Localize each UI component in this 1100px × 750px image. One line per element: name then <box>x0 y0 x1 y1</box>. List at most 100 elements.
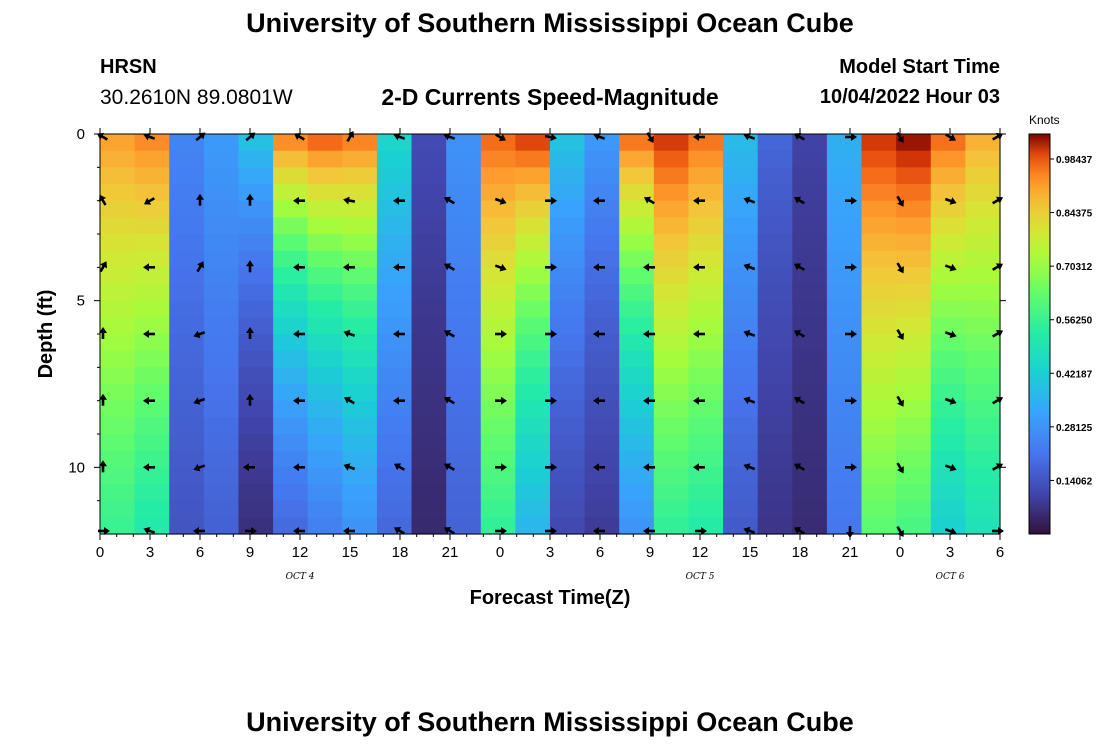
x-tick-label: 15 <box>342 544 359 561</box>
heatmap-cell <box>757 267 793 285</box>
heatmap-cell <box>100 134 136 152</box>
current-arrow <box>545 330 557 338</box>
heatmap-cell <box>411 467 447 485</box>
current-arrow <box>593 132 606 141</box>
heatmap-cell <box>584 334 620 352</box>
heatmap-cell <box>653 234 690 252</box>
current-arrow <box>896 262 904 274</box>
heatmap-cell <box>826 200 863 218</box>
current-arrow <box>293 196 305 205</box>
current-arrow <box>992 330 1004 338</box>
heatmap-cell <box>688 350 724 368</box>
heatmap-cell <box>550 284 586 302</box>
current-arrow <box>743 396 756 405</box>
heatmap-cell <box>688 317 724 335</box>
heatmap-cell <box>688 167 724 185</box>
axes: 0 3 6 9 12 15 18 21 0 3 6 9 12 15 18 21 0 3 6 0 5 10 OCT 4 OCT … <box>68 126 1006 582</box>
heatmap-cell <box>688 250 724 268</box>
heatmap-cell <box>896 484 932 502</box>
current-arrow <box>593 527 605 535</box>
station-coordinates: 30.2610N 89.0801W <box>100 86 293 109</box>
heatmap-cell <box>411 134 447 152</box>
heatmap-cell <box>619 250 655 268</box>
heatmap-cell <box>307 334 343 352</box>
heatmap-cell <box>376 234 413 252</box>
heatmap-cell <box>688 300 724 318</box>
current-arrow <box>495 133 507 141</box>
heatmap-cell <box>307 400 343 418</box>
heatmap-cell <box>584 317 620 335</box>
colorbar-tick-label: 0.14062 <box>1056 476 1093 487</box>
current-arrow <box>845 196 857 205</box>
current-arrow <box>443 263 455 271</box>
heatmap-cell <box>411 200 447 218</box>
station-name: HRSN <box>100 56 157 78</box>
current-arrow <box>246 193 254 206</box>
heatmap-cell <box>342 150 378 168</box>
heatmap-cell <box>100 267 136 285</box>
current-arrow <box>443 396 455 405</box>
heatmap-cell <box>861 234 897 252</box>
heatmap-cell <box>376 517 413 535</box>
heatmap-cell <box>965 384 1001 402</box>
heatmap-cell <box>238 434 274 452</box>
heatmap-cell <box>653 384 690 402</box>
heatmap-cell <box>688 234 724 252</box>
current-arrow <box>845 463 857 472</box>
heatmap-cell <box>930 250 966 268</box>
heatmap-cell <box>446 450 482 468</box>
heatmap-cell <box>273 400 309 418</box>
heatmap-cell <box>896 267 932 285</box>
heatmap-cell <box>619 284 655 302</box>
current-arrow <box>643 330 655 338</box>
heatmap-cell <box>930 350 966 368</box>
heatmap-cell <box>653 450 690 468</box>
heatmap-cell <box>688 417 724 435</box>
heatmap-cell <box>100 400 136 418</box>
heatmap-cell <box>342 300 378 318</box>
heatmap-cell <box>307 267 343 285</box>
heatmap-cell <box>446 500 482 518</box>
heatmap-cell <box>861 250 897 268</box>
heatmap-cell <box>411 517 447 535</box>
heatmap-cell <box>203 134 240 152</box>
heatmap-cell <box>930 300 966 318</box>
heatmap-cell <box>515 200 551 218</box>
heatmap-cell <box>515 250 551 268</box>
heatmap-cell <box>861 367 897 385</box>
current-arrow <box>393 396 405 405</box>
heatmap-cell <box>965 150 1001 168</box>
current-arrow <box>793 396 805 405</box>
date-label: OCT 6 <box>936 572 965 582</box>
heatmap-cell <box>619 234 655 252</box>
heatmap-cell <box>550 450 586 468</box>
heatmap-cell <box>930 150 966 168</box>
current-arrow <box>343 329 356 338</box>
heatmap-cell <box>446 317 482 335</box>
heatmap-cell <box>273 350 309 368</box>
colorbar: Knots 0.14062 0.28125 0.42187 0.56250 0.7031… <box>1028 113 1093 535</box>
heatmap-cell <box>757 500 793 518</box>
heatmap-cell <box>203 350 240 368</box>
model-start-value: 10/04/2022 Hour 03 <box>819 86 1000 108</box>
heatmap-cell <box>896 184 932 202</box>
heatmap-cell <box>930 284 966 302</box>
heatmap-cell <box>376 384 413 402</box>
heatmap-cell <box>100 217 136 235</box>
heatmap-cell <box>307 434 343 452</box>
current-arrow <box>293 396 305 405</box>
heatmap-cell <box>100 417 136 435</box>
heatmap-cell <box>515 317 551 335</box>
heatmap-cell <box>480 467 516 485</box>
heatmap-cell <box>273 200 309 218</box>
heatmap-cell <box>446 250 482 268</box>
heatmap-cell <box>169 334 205 352</box>
current-arrow <box>992 263 1004 271</box>
heatmap-cell <box>480 184 516 202</box>
heatmap-cell <box>411 334 447 352</box>
heatmap-cell <box>930 134 966 152</box>
current-arrow <box>944 463 957 472</box>
heatmap-cell <box>826 400 863 418</box>
heatmap-cell <box>238 184 274 202</box>
heatmap-cell <box>411 384 447 402</box>
